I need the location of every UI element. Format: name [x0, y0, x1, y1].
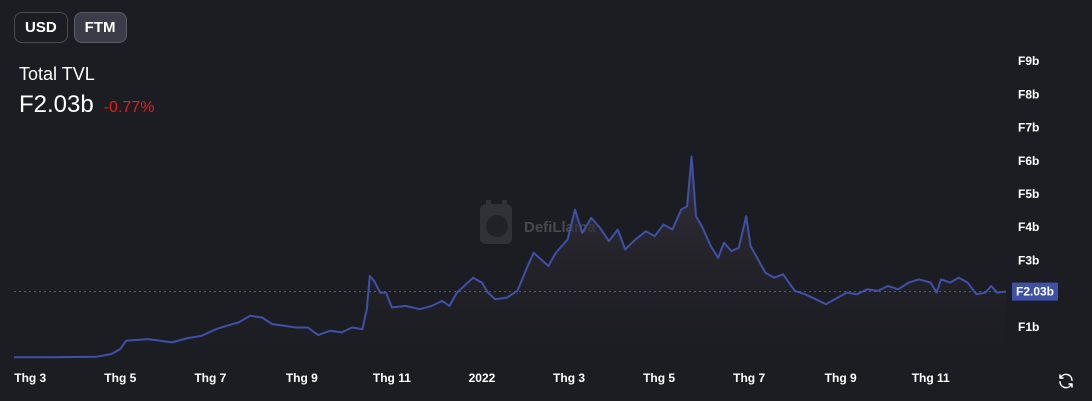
x-tick-label: Thg 11: [373, 371, 411, 385]
x-tick-label: Thg 5: [643, 371, 675, 385]
x-tick-label: Thg 3: [553, 371, 585, 385]
tvl-area: [14, 156, 1006, 359]
y-tick-label: F5b: [1018, 187, 1039, 201]
current-value-tag: [1012, 282, 1058, 301]
refresh-button[interactable]: [1056, 371, 1076, 391]
x-tick-label: Thg 3: [14, 371, 46, 385]
x-tick-label: Thg 7: [194, 371, 226, 385]
refresh-icon: [1059, 373, 1073, 389]
y-tick-label: F6b: [1018, 154, 1039, 168]
ftm-button[interactable]: FTM: [73, 12, 127, 43]
y-tick-label: F4b: [1018, 220, 1039, 234]
x-tick-label: Thg 7: [733, 371, 765, 385]
tvl-summary: F2.03b -0.77%: [19, 91, 154, 119]
x-tick-label: Thg 5: [104, 371, 136, 385]
x-tick-label: Thg 11: [912, 371, 950, 385]
x-tick-label: 2022: [469, 371, 496, 385]
current-value-label: F2.03b: [1016, 285, 1054, 299]
llama-logo-icon: [480, 200, 512, 244]
y-tick-label: F7b: [1018, 121, 1039, 135]
currency-toggle: USD FTM: [14, 12, 127, 43]
tvl-line: [14, 155, 1006, 359]
x-tick-label: Thg 9: [286, 371, 318, 385]
y-tick-label: F1b: [1018, 320, 1039, 334]
y-tick-label: F8b: [1018, 87, 1039, 101]
y-tick-label: F3b: [1018, 253, 1039, 267]
tvl-label: Total TVL: [19, 64, 95, 84]
tvl-change: -0.77%: [103, 99, 155, 116]
y-tick-label: F9b: [1018, 54, 1039, 68]
x-tick-label: Thg 9: [825, 371, 857, 385]
usd-button[interactable]: USD: [14, 12, 68, 43]
tvl-value: F2.03b: [19, 91, 94, 118]
